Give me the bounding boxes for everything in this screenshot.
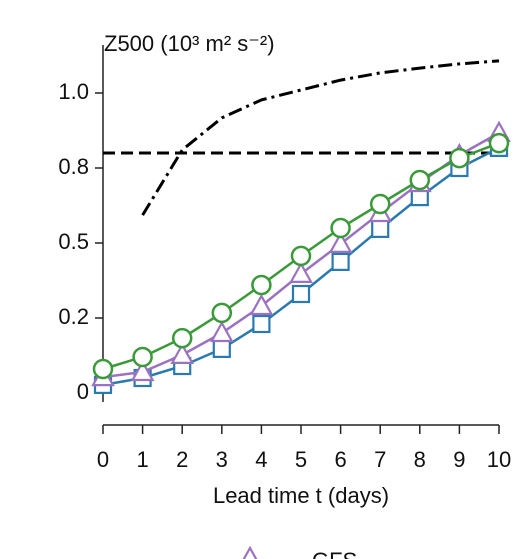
data-point xyxy=(371,219,390,238)
y-tick-label: 0.5 xyxy=(58,229,89,254)
data-point xyxy=(171,327,193,349)
data-point xyxy=(92,358,114,380)
data-point xyxy=(209,320,234,343)
x-tick-label: 7 xyxy=(374,447,386,472)
y-tick-label: 0.2 xyxy=(58,304,89,329)
data-point xyxy=(449,147,470,169)
series-line xyxy=(141,59,500,216)
data-point xyxy=(212,339,231,358)
x-tick-label: 3 xyxy=(216,447,228,472)
data-point xyxy=(170,342,195,364)
data-point xyxy=(330,217,351,239)
data-point xyxy=(369,193,391,215)
data-point xyxy=(291,284,311,304)
y-tick-label: 1.0 xyxy=(58,79,89,104)
x-tick-label: 1 xyxy=(136,447,148,472)
x-tick-label: 5 xyxy=(295,447,307,472)
legend-marker xyxy=(242,545,258,559)
x-tick-label: 0 xyxy=(97,447,109,472)
data-point xyxy=(130,359,155,382)
data-point xyxy=(488,132,510,154)
y-tick-label: 0.8 xyxy=(58,154,89,179)
x-tick-label: 8 xyxy=(414,447,426,472)
data-point xyxy=(290,245,312,267)
data-point xyxy=(211,302,233,324)
x-tick-label: 10 xyxy=(487,447,511,472)
chart-title: Z500 (10³ m² s⁻²) xyxy=(104,31,275,56)
x-tick-label: 9 xyxy=(453,447,465,472)
x-tick-label: 6 xyxy=(334,447,346,472)
data-point xyxy=(249,293,274,316)
legend-label: GFS xyxy=(312,548,357,559)
data-point xyxy=(251,274,272,296)
y-tick-label: 0 xyxy=(77,379,89,404)
x-tick-label: 4 xyxy=(255,447,267,472)
data-point xyxy=(289,261,313,283)
data-point xyxy=(331,252,350,271)
data-point xyxy=(132,346,153,368)
x-axis-label: Lead time t (days) xyxy=(213,483,389,508)
data-point xyxy=(252,314,271,334)
data-point xyxy=(328,231,353,253)
data-point xyxy=(409,169,431,191)
x-tick-label: 2 xyxy=(176,447,188,472)
